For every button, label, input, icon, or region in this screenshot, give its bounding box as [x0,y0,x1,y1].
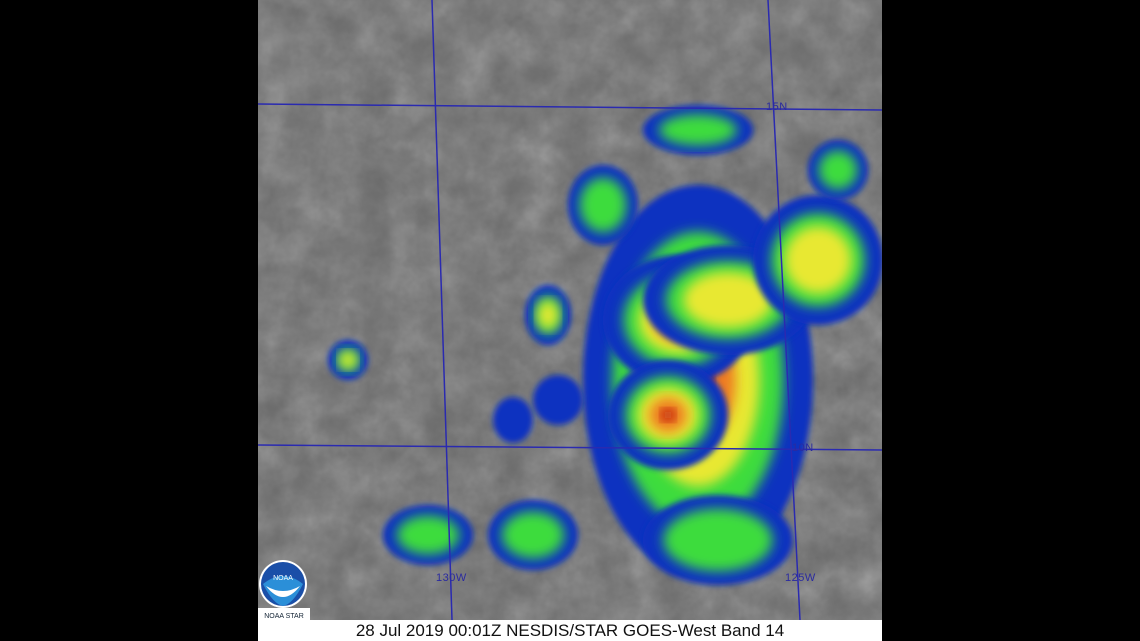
grid-line-10n [258,444,882,451]
grid-line-15n [258,103,882,111]
convection-layer [663,508,773,572]
label-15n: 15N [766,101,788,113]
image-caption: 28 Jul 2019 00:01Z NESDIS/STAR GOES-West… [355,621,785,640]
convection-layer [659,114,737,146]
svg-text:NOAA: NOAA [273,575,293,582]
convection-layer [784,226,852,294]
convection-layer [661,409,675,421]
noaa-logo: NOAA NOAA STAR [258,560,310,620]
label-130w: 130W [436,572,467,584]
convection-layer [683,272,773,328]
convection-layer [579,177,627,233]
label-125w: 125W [785,572,816,584]
convection-layer [396,515,460,555]
satellite-infrared-image [258,0,882,620]
satellite-image-frame: 15N 10N 130W 125W NOAA NOAA STAR 28 Jul … [258,0,882,641]
convection-layer [537,301,559,329]
convection-layer [818,150,858,190]
convection-layer [493,397,533,443]
convection-layer [501,511,565,559]
convection-layer [533,375,583,425]
svg-text:NOAA STAR: NOAA STAR [264,613,304,620]
label-10n: 10N [792,442,814,454]
convection-areas [328,105,882,585]
grid-line-125w [767,0,801,620]
grid-line-130w [431,0,453,620]
lat-lon-grid [258,0,882,620]
convection-layer [339,351,357,369]
